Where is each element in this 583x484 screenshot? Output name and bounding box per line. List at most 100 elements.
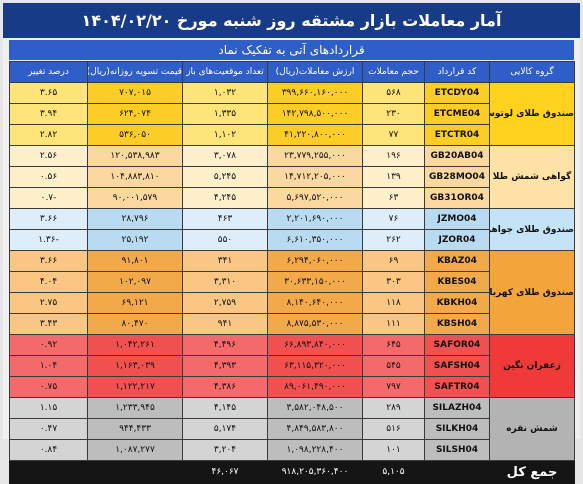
contract-code: GB31OR04 [424,187,490,209]
change-percent: ۰.۵۶ [9,166,88,188]
settlement-price: ۱۲۰,۵۳۸,۹۸۳ [87,145,183,167]
header-volume: حجم معاملات [362,61,425,83]
trade-value: ۸,۱۴۰,۶۴۰,۰۰۰ [267,292,363,314]
settlement-price: ۱۰۲,۰۹۷ [87,271,183,293]
change-percent: -۰.۷ [9,187,88,209]
header-value: ارزش معاملات(ریال) [267,61,363,83]
open-positions: ۴۶۳ [182,208,268,230]
open-positions: ۴,۳۹۳ [182,355,268,377]
trade-volume: ۱۹۶ [362,145,425,167]
settlement-price: ۹۴۴,۴۳۳ [87,418,183,440]
table-row: صندوق طلای لوتوس ETCDY04 ۵۶۸ ۳۹۹,۶۶۰,۱۶۰,۰۰… [9,82,575,146]
trade-value: ۴۱,۲۲۰,۸۰۰,۰۰۰ [267,124,363,146]
trade-volume: ۷۷ [362,124,425,146]
header-row: گروه کالایی کد قرارداد حجم معاملات ارزش … [9,61,575,83]
page-title: آمار معاملات بازار مشتقه روز شنبه مورخ ۱… [3,3,580,38]
group-label: زعفران نگین [489,334,575,398]
settlement-price: ۲۵,۱۹۲ [87,229,183,251]
contract-code: KBSH04 [424,313,490,335]
open-positions: ۴,۱۴۵ [182,397,268,419]
trade-volume: ۵۱۶ [362,418,425,440]
contract-code: GB20AB04 [424,145,490,167]
open-positions: ۱,۱۰۲ [182,124,268,146]
change-percent: ۰.۹۲ [9,334,88,356]
change-percent: ۴.۰۴ [9,271,88,293]
header-change-percent: درصد تغییر [9,61,88,83]
table-row: زعفران نگین SAFOR04 ۶۴۵ ۶۶,۸۹۳,۸۴۰,۰۰۰ ۴,۴۹۶… [9,334,575,398]
settlement-price: ۱,۱۲۲,۲۱۷ [87,376,183,398]
trade-volume: ۵۴۵ [362,355,425,377]
trade-value: ۴,۸۴۹,۵۸۳,۸۰۰ [267,418,363,440]
trade-volume: ۶۴۵ [362,334,425,356]
open-positions: ۳۴۱ [182,250,268,272]
contract-code: SILKH04 [424,418,490,440]
trade-value: ۶۶,۸۹۳,۸۴۰,۰۰۰ [267,334,363,356]
trade-value: ۳۹۹,۶۶۰,۱۶۰,۰۰۰ [267,82,363,104]
group-label: صندوق طلای کهربا [489,250,575,335]
contract-code: GB28MO04 [424,166,490,188]
contract-code: SILAZH04 [424,397,490,419]
change-percent: ۲.۷۵ [9,292,88,314]
header-settlement-price: قیمت تسویه روزانه(ریال) [87,61,183,83]
table-row: SILKH04 ۵۱۶ ۴,۸۴۹,۵۸۳,۸۰۰ ۵,۱۷۴ ۹۴۴,۴۳۳ ۰.۴۷ [9,418,575,440]
table-row: گواهی شمش طلا GB20AB04 ۱۹۶ ۲۳,۷۷۹,۲۵۵,۰۰۰ ۳,… [9,145,575,209]
settlement-price: ۱,۰۸۷,۲۷۷ [87,439,183,461]
table-row: GB31OR04 ۶۳ ۵,۶۹۷,۵۲۰,۰۰۰ ۴,۲۴۵ ۹۰,۰۰۱,۵۷۹ -۰… [9,187,575,209]
change-percent: ۱.۰۴ [9,355,88,377]
table-subtitle: قراردادهای آتی به تفکیک نماد [9,40,574,60]
trade-volume: ۳۰۳ [362,271,425,293]
total-code-cell [424,460,490,484]
table-body: صندوق طلای لوتوس ETCDY04 ۵۶۸ ۳۹۹,۶۶۰,۱۶۰,۰۰… [9,82,575,461]
trade-value: ۳,۵۸۲,۰۴۸,۵۰۰ [267,397,363,419]
trade-volume: ۲۶۲ [362,229,425,251]
settlement-price: ۶۹,۱۲۱ [87,292,183,314]
settlement-price: ۱,۱۶۳,۰۳۹ [87,355,183,377]
settlement-price: ۱,۰۴۲,۲۶۱ [87,334,183,356]
open-positions: ۵,۲۴۵ [182,166,268,188]
trade-value: ۵,۶۹۷,۵۲۰,۰۰۰ [267,187,363,209]
table-row: SAFTR04 ۷۹۷ ۸۹,۰۶۱,۴۹۰,۰۰۰ ۴,۳۸۶ ۱,۱۲۲,۲۱۷ ۰.… [9,376,575,398]
settlement-price: ۲۸,۷۹۶ [87,208,183,230]
contract-code: ETCDY04 [424,82,490,104]
open-positions: ۲,۷۵۹ [182,292,268,314]
change-percent: ۲.۸۲ [9,124,88,146]
trade-volume: ۷۹۷ [362,376,425,398]
trade-volume: ۱۱۱ [362,313,425,335]
contract-code: KBAZ04 [424,250,490,272]
settlement-price: ۶۲۴,۰۷۴ [87,103,183,125]
change-percent: ۰.۴۷ [9,418,88,440]
trade-value: ۲۳,۷۷۹,۲۵۵,۰۰۰ [267,145,363,167]
open-positions: ۴,۴۹۶ [182,334,268,356]
trade-volume: ۵۶۸ [362,82,425,104]
header-code: کد قرارداد [424,61,490,83]
group-label: شمش نقره [489,397,575,461]
settlement-price: ۷۰۷,۰۱۵ [87,82,183,104]
group-label: صندوق طلای جواهر [489,208,575,251]
total-volume: ۵,۱۰۵ [362,460,425,484]
contract-code: SILSH04 [424,439,490,461]
settlement-price: ۹۱,۸۰۱ [87,250,183,272]
open-positions: ۴,۲۴۵ [182,187,268,209]
open-positions: ۵,۱۷۴ [182,418,268,440]
open-positions: ۱,۳۳۵ [182,103,268,125]
table-row: صندوق طلای جواهر JZMO04 ۷۶ ۲,۲۰۱,۶۹۰,۰۰۰ ۴۶۳… [9,208,575,251]
change-percent: ۳.۴۳ [9,313,88,335]
total-open-positions: ۴۶,۰۶۷ [182,460,268,484]
header-open-positions: تعداد موقعیت‌های باز [182,61,268,83]
trade-value: ۱,۰۹۸,۲۲۸,۴۰۰ [267,439,363,461]
group-label: گواهی شمش طلا [489,145,575,209]
trade-volume: ۱۳۹ [362,166,425,188]
table-row: شمش نقره SILAZH04 ۲۸۹ ۳,۵۸۲,۰۴۸,۵۰۰ ۴,۱۴۵ ۱,۲… [9,397,575,461]
contract-code: ETCTR04 [424,124,490,146]
trade-volume: ۲۳۰ [362,103,425,125]
change-percent: -۱.۳۶ [9,229,88,251]
total-price-cell [87,460,183,484]
contract-code: JZMO04 [424,208,490,230]
header-group: گروه کالایی [489,61,575,83]
trade-value: ۸,۸۷۵,۵۳۰,۰۰۰ [267,313,363,335]
trade-volume: ۷۶ [362,208,425,230]
change-percent: ۰.۸۴ [9,439,88,461]
trade-value: ۱۴,۷۱۲,۲۰۵,۰۰۰ [267,166,363,188]
change-percent: ۳.۹۴ [9,103,88,125]
open-positions: ۵۵۰ [182,229,268,251]
